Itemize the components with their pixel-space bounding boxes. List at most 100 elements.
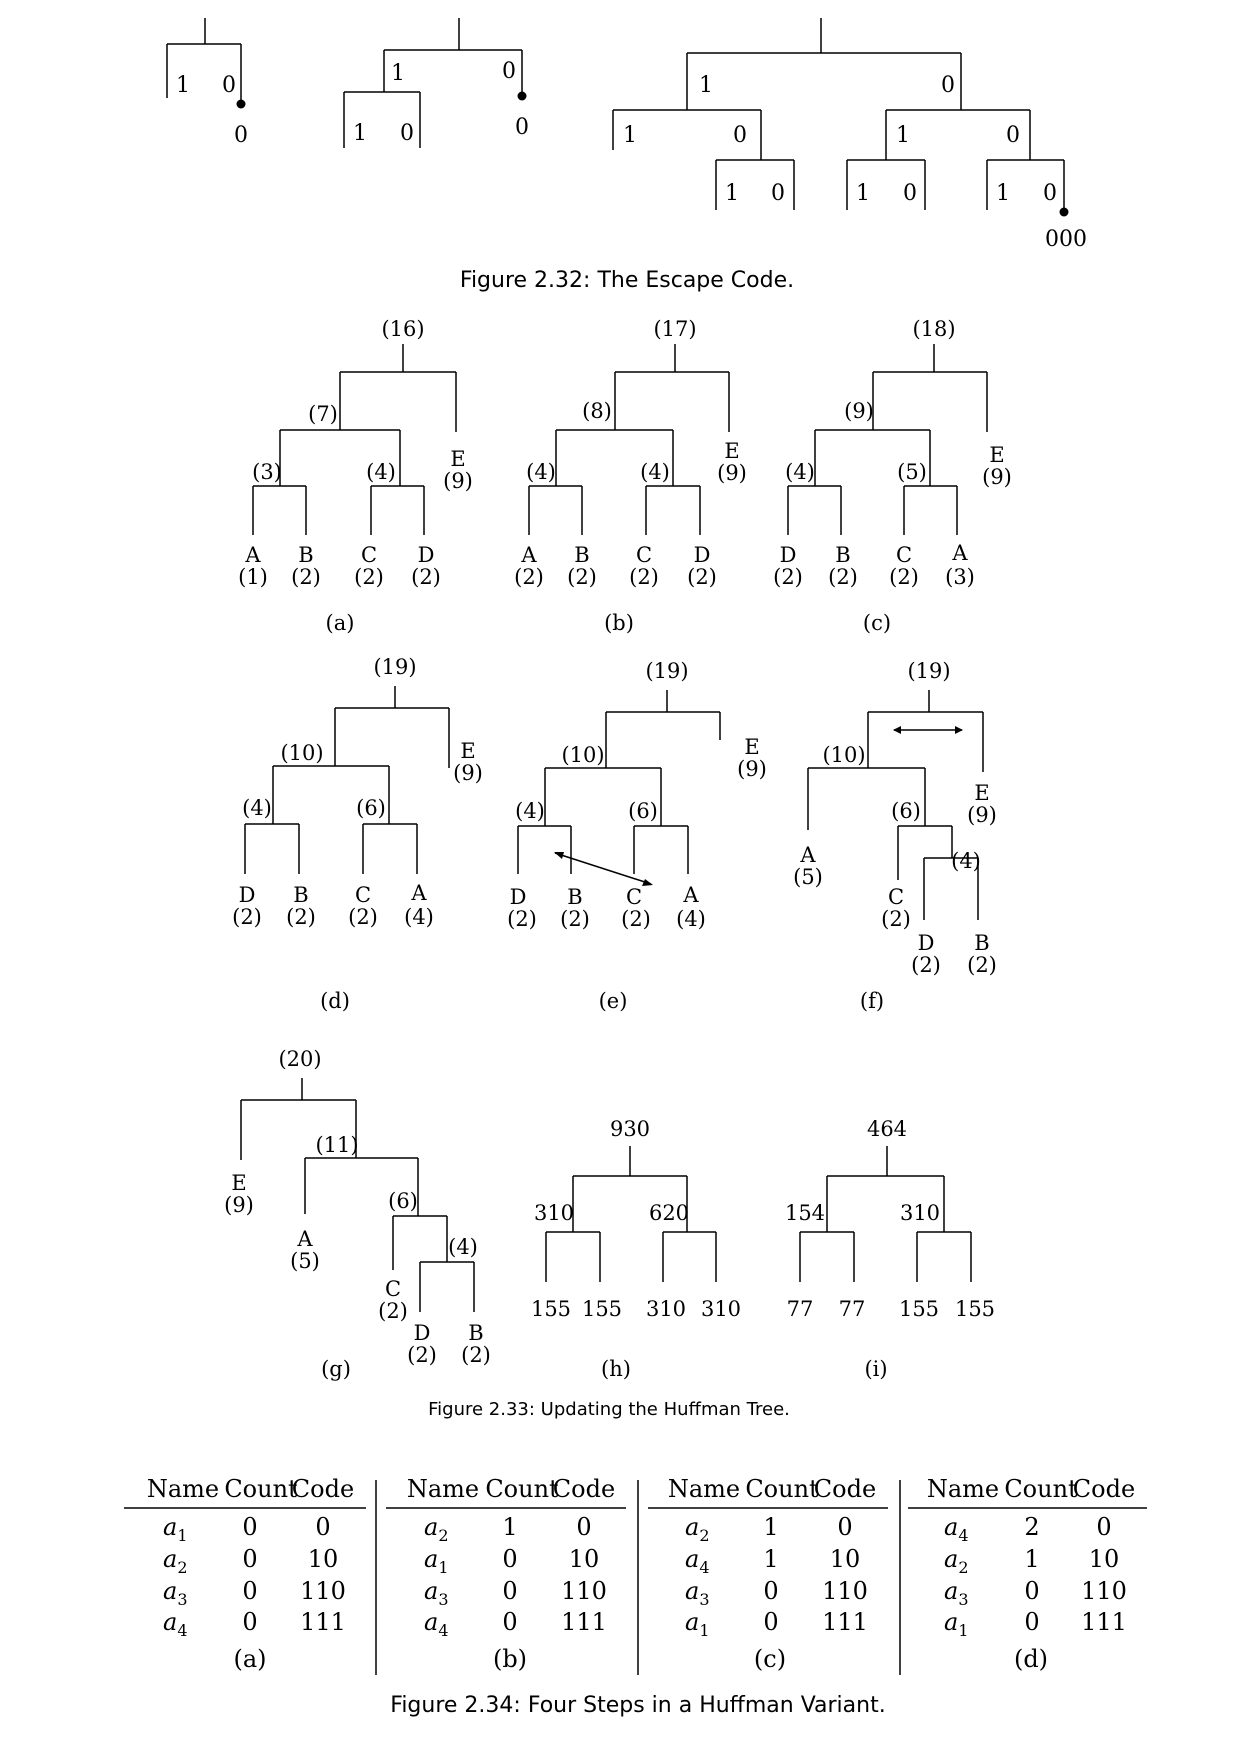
count-cell: 2 [1024,1513,1039,1541]
column-header-name: Name [407,1475,479,1503]
table-d: Name Count Code a4 2 0 a2 1 10 a3 0 110 … [908,1475,1147,1673]
code-cell: 10 [830,1545,861,1573]
node-weight: (10) [280,741,323,765]
leaf-weight: (9) [453,761,483,785]
count-cell: 0 [242,1608,257,1636]
column-header-code: Code [1073,1475,1135,1503]
subtable-label: (b) [493,1645,527,1673]
symbol-name: a3 [424,1577,449,1609]
branch-label: 1 [725,181,739,206]
symbol-name: a4 [944,1513,969,1545]
node-weight: (4) [242,796,272,820]
code-cell: 0 [315,1513,330,1541]
table-row: a2 1 0 [424,1513,592,1545]
leaf-symbol: A [410,881,427,905]
swap-arrow [554,852,652,885]
symbol-name: a4 [424,1608,449,1640]
node-weight: (6) [388,1189,418,1213]
branch-label: 0 [400,121,414,146]
branch-label: 0 [733,123,747,148]
node-weight: (20) [278,1047,321,1071]
code-cell: 111 [300,1608,346,1636]
count-cell: 0 [1024,1608,1039,1636]
tree-h: 930 310 620 155 155 310 310 (h) [531,1117,741,1381]
figure-caption: Figure 2.32: The Escape Code. [460,268,794,293]
leaf-symbol: B [298,543,313,567]
count-cell: 0 [502,1545,517,1573]
leaf-symbol: A [520,543,537,567]
table-row: a3 0 110 [163,1577,346,1609]
leaf-symbol: A [951,541,968,565]
node-weight: (18) [912,317,955,341]
table-row: a3 0 110 [685,1577,868,1609]
leaf-weight: (9) [967,803,997,827]
count-cell: 0 [1024,1577,1039,1605]
table-row: a2 1 10 [944,1545,1119,1577]
arrowhead-icon [893,726,901,734]
code-cell: 10 [569,1545,600,1573]
table-row: a3 0 110 [944,1577,1127,1609]
count-cell: 0 [502,1608,517,1636]
leaf-weight: (2) [629,565,659,589]
symbol-name: a1 [944,1608,969,1640]
symbol-name: a3 [163,1577,188,1609]
leaf-symbol: C [888,885,904,909]
count-cell: 0 [763,1608,778,1636]
branch-label: 1 [391,61,405,86]
table-row: a1 0 111 [685,1608,868,1640]
code-cell: 0 [576,1513,591,1541]
node-weight: (4) [366,460,396,484]
symbol-name: a2 [685,1513,710,1545]
node-weight: (11) [315,1133,358,1157]
tree-e: (19) (10) (4) (6) E (9) D (2) B (2) C (2… [507,659,767,1013]
node-weight: 464 [867,1117,907,1141]
escape-code: 0 [515,115,529,140]
symbol-name: a2 [944,1545,969,1577]
tree-g: (20) (11) (6) (4) E (9) A (5) C (2) D (2… [224,1047,491,1381]
leaf-symbol: A [682,883,699,907]
node-weight: (4) [526,460,556,484]
node-weight: (16) [381,317,424,341]
symbol-name: a4 [685,1545,710,1577]
node-weight: (7) [308,402,338,426]
leaf-weight: (2) [881,907,911,931]
leaf-weight: (2) [773,565,803,589]
leaf-weight: (5) [290,1249,320,1273]
leaf-symbol: E [744,735,759,759]
node-weight: (4) [448,1235,478,1259]
leaf-symbol: A [799,843,816,867]
code-cell: 111 [1081,1608,1127,1636]
symbol-name: a3 [685,1577,710,1609]
leaf-weight: (9) [982,465,1012,489]
branch-label: 1 [353,121,367,146]
column-header-code: Code [292,1475,354,1503]
branch-label: 1 [996,181,1010,206]
subfigure-label: (c) [863,611,891,635]
leaf-weight: 77 [839,1297,866,1321]
leaf-weight: (9) [737,757,767,781]
leaf-symbol: B [567,885,582,909]
node-weight: (4) [640,460,670,484]
node-weight: 310 [900,1201,940,1225]
leaf-weight: (2) [828,565,858,589]
leaf-weight: (4) [676,907,706,931]
leaf-symbol: A [244,543,261,567]
leaf-symbol: E [231,1171,246,1195]
leaf-symbol: D [694,543,711,567]
table-row: a4 1 10 [685,1545,860,1577]
leaf-symbol: B [574,543,589,567]
leaf-symbol: D [510,885,527,909]
count-cell: 0 [242,1513,257,1541]
leaf-symbol: B [468,1321,483,1345]
leaf-weight: (2) [911,953,941,977]
figure-caption: Figure 2.34: Four Steps in a Huffman Var… [390,1693,885,1718]
branch-label: 0 [903,181,917,206]
table-row: a1 0 0 [163,1513,331,1545]
node-weight: 930 [610,1117,650,1141]
figure-caption: Figure 2.33: Updating the Huffman Tree. [428,1399,790,1420]
symbol-name: a1 [685,1608,710,1640]
node-weight: (6) [891,799,921,823]
node-weight: (6) [628,799,658,823]
leaf-weight: (1) [238,565,268,589]
